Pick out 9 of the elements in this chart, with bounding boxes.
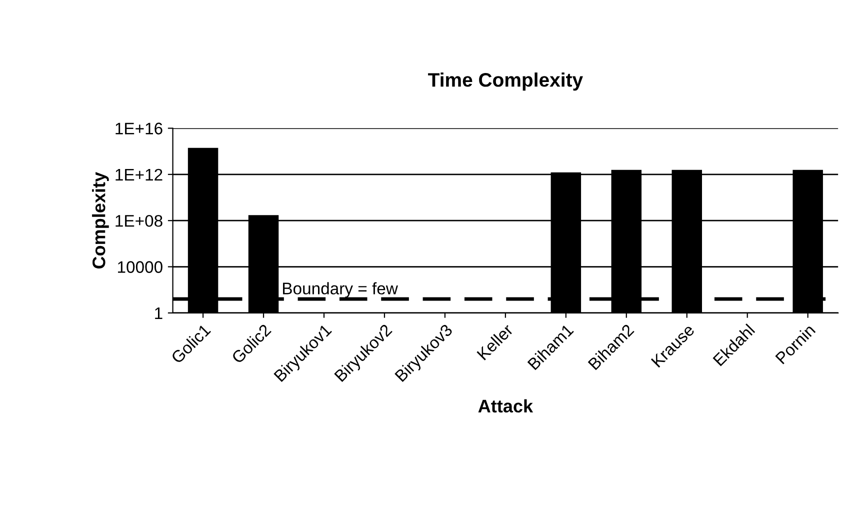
- y-tick-label: 1E+08: [116, 214, 162, 227]
- y-tick-label: 10000: [118, 261, 162, 273]
- y-tick-label: 1E+12: [116, 168, 162, 180]
- chart-title: Time Complexity: [428, 72, 583, 91]
- y-axis-title: Complexity: [92, 172, 109, 269]
- ref-line-label: Boundary = few: [283, 282, 398, 298]
- x-axis-title: Attack: [478, 399, 534, 413]
- y-tick-label: 1E+16: [116, 122, 162, 134]
- y-tick-label: 1: [155, 308, 162, 319]
